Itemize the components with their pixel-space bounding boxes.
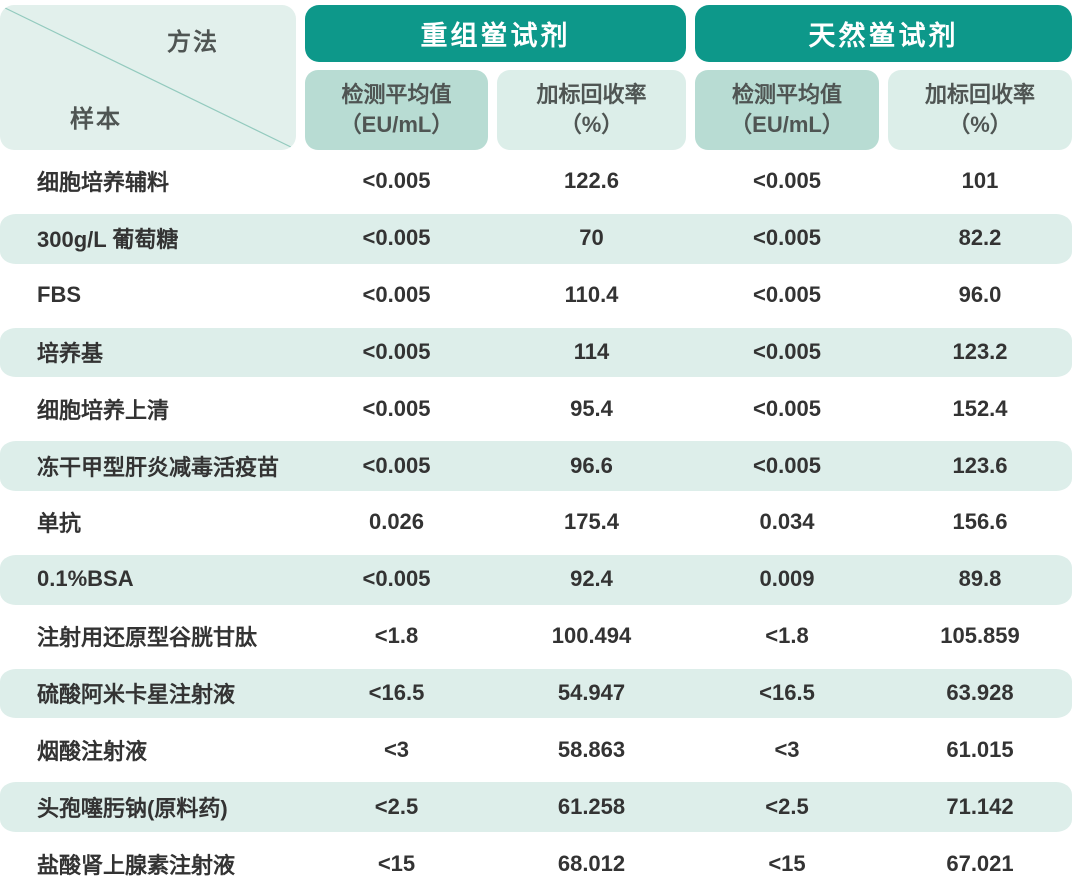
value-cell: 0.034	[759, 509, 815, 535]
value-cell: <0.005	[362, 225, 431, 251]
table-row: 注射用还原型谷胱甘肽 <1.8 100.494 <1.8 105.859	[0, 608, 1072, 665]
value-cell: <0.005	[362, 338, 431, 364]
table-row: 烟酸注射液 <3 58.863 <3 61.015	[0, 721, 1072, 778]
group-header-recombinant: 重组鲎试剂	[305, 5, 686, 62]
subheader-line2: （%）	[559, 112, 624, 137]
sample-name-cell: 细胞培养辅料	[37, 170, 170, 196]
corner-method-label: 方法	[167, 29, 219, 56]
table-row: 细胞培养辅料 <0.005 122.6 <0.005 101	[0, 153, 1072, 210]
sample-name-cell: 烟酸注射液	[37, 738, 148, 764]
value-cell: <3	[383, 736, 410, 762]
value-cell: <0.005	[362, 168, 431, 194]
sample-name-cell: 培养基	[37, 340, 104, 366]
subheader-natural-recovery: 加标回收率 （%）	[888, 70, 1072, 150]
value-cell: 114	[573, 338, 610, 364]
sample-name-cell: 注射用还原型谷胱甘肽	[37, 625, 258, 651]
value-cell: 123.2	[952, 338, 1008, 364]
table-body: 细胞培养辅料 <0.005 122.6 <0.005 101 300g/L 葡萄糖 <0.0…	[0, 153, 1072, 891]
subheader-recombinant-recovery: 加标回收率 （%）	[497, 70, 686, 150]
sample-name-cell: 冻干甲型肝炎减毒活疫苗	[37, 454, 280, 480]
value-cell: 152.4	[952, 395, 1008, 421]
subheader-line1: 检测平均值	[731, 82, 842, 108]
table-row: 头孢噻肟钠(原料药) <2.5 61.258 <2.5 71.142	[0, 778, 1072, 835]
value-cell: 68.012	[557, 850, 626, 876]
subheader-line2: （EU/mL）	[339, 112, 454, 137]
table-row: 硫酸阿米卡星注射液 <16.5 54.947 <16.5 63.928	[0, 665, 1072, 722]
table-row: 单抗 0.026 175.4 0.034 156.6	[0, 494, 1072, 551]
value-cell: 96.6	[570, 452, 613, 478]
value-cell: 110.4	[564, 282, 619, 308]
value-cell: <0.005	[753, 395, 821, 421]
subheader-line1: 检测平均值	[341, 82, 452, 108]
value-cell: 92.4	[570, 566, 613, 592]
value-cell: <16.5	[759, 680, 815, 706]
value-cell: 89.8	[958, 566, 1002, 592]
value-cell: 100.494	[551, 623, 632, 649]
table-row: 0.1%BSA <0.005 92.4 0.009 89.8	[0, 551, 1072, 608]
value-cell: <0.005	[753, 168, 821, 194]
value-cell: 61.258	[557, 793, 626, 819]
value-cell: <16.5	[368, 680, 425, 706]
value-cell: <0.005	[753, 282, 821, 308]
value-cell: 58.863	[557, 736, 626, 762]
sample-name-cell: 单抗	[37, 511, 82, 537]
group-header-natural: 天然鲎试剂	[695, 5, 1072, 62]
value-cell: 71.142	[946, 793, 1014, 819]
subheader-line1: 加标回收率	[536, 82, 647, 108]
sample-name-cell: 盐酸肾上腺素注射液	[37, 852, 236, 878]
value-cell: 95.4	[570, 395, 613, 421]
value-cell: <0.005	[362, 566, 431, 592]
sample-name-cell: 细胞培养上清	[37, 397, 170, 423]
sample-name-cell: FBS	[37, 282, 81, 308]
value-cell: 156.6	[952, 509, 1008, 535]
sample-name-cell: 300g/L 葡萄糖	[37, 227, 179, 253]
value-cell: 122.6	[563, 168, 620, 194]
value-cell: <1.8	[374, 623, 419, 649]
diagonal-divider-line	[0, 5, 296, 150]
value-cell: 63.928	[946, 680, 1014, 706]
subheader-line2: （EU/mL）	[730, 112, 844, 137]
table-row: FBS <0.005 110.4 <0.005 96.0	[0, 267, 1072, 324]
table-row: 盐酸肾上腺素注射液 <15 68.012 <15 67.021	[0, 835, 1072, 891]
sample-name-cell: 硫酸阿米卡星注射液	[37, 682, 236, 708]
sample-name-cell: 头孢噻肟钠(原料药)	[37, 795, 228, 821]
value-cell: 123.6	[952, 452, 1008, 478]
value-cell: <0.005	[753, 452, 821, 478]
corner-cell: 方法 样本	[0, 5, 296, 150]
sample-name-cell: 0.1%BSA	[37, 566, 134, 592]
table-row: 培养基 <0.005 114 <0.005 123.2	[0, 324, 1072, 381]
value-cell: 67.021	[946, 850, 1014, 876]
corner-sample-label: 样本	[70, 106, 122, 133]
value-cell: <2.5	[765, 793, 809, 819]
value-cell: 0.009	[759, 566, 815, 592]
value-cell: <0.005	[362, 452, 431, 478]
value-cell: <2.5	[374, 793, 419, 819]
value-cell: <15	[768, 850, 806, 876]
subheader-natural-mean: 检测平均值 （EU/mL）	[695, 70, 879, 150]
table-row: 细胞培养上清 <0.005 95.4 <0.005 152.4	[0, 380, 1072, 437]
table-header: 方法 样本 重组鲎试剂 天然鲎试剂 检测平均值 （EU/mL） 加标回收率 （%…	[0, 5, 1072, 150]
value-cell: <15	[377, 850, 416, 876]
value-cell: 96.0	[958, 282, 1002, 308]
value-cell: <0.005	[362, 282, 431, 308]
value-cell: <0.005	[362, 395, 431, 421]
value-cell: 0.026	[368, 509, 425, 535]
value-cell: <0.005	[753, 225, 821, 251]
table-row: 300g/L 葡萄糖 <0.005 70 <0.005 82.2	[0, 210, 1072, 267]
value-cell: <3	[774, 736, 800, 762]
subheader-recombinant-mean: 检测平均值 （EU/mL）	[305, 70, 488, 150]
value-cell: 70	[579, 225, 604, 251]
value-cell: <0.005	[753, 338, 821, 364]
value-cell: <1.8	[765, 623, 809, 649]
value-cell: 105.859	[940, 623, 1020, 649]
value-cell: 101	[961, 168, 999, 194]
subheader-line1: 加标回收率	[924, 82, 1035, 108]
value-cell: 82.2	[958, 225, 1002, 251]
table-row: 冻干甲型肝炎减毒活疫苗 <0.005 96.6 <0.005 123.6	[0, 437, 1072, 494]
value-cell: 61.015	[946, 736, 1014, 762]
value-cell: 175.4	[563, 509, 620, 535]
subheader-line2: （%）	[948, 112, 1012, 137]
value-cell: 54.947	[557, 680, 626, 706]
